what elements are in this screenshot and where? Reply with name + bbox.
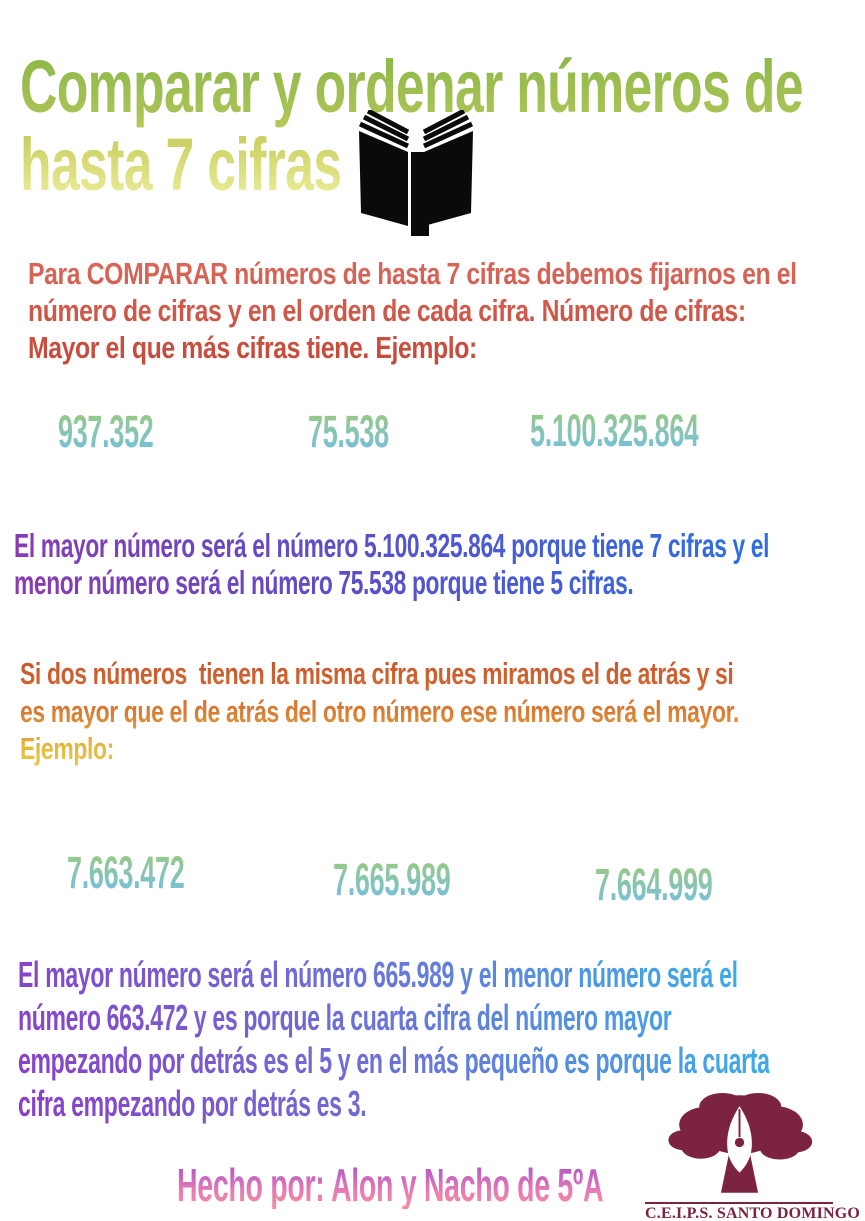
- rule-digit-count-line: Para COMPARAR números de hasta 7 cifras …: [28, 256, 797, 291]
- rule-digit-count-line: número de cifras y en el orden de cada c…: [28, 293, 746, 328]
- school-logo: C.E.I.P.S. SANTO DOMINGO ALGETE: [645, 1086, 861, 1221]
- rule-same-digits-line: Si dos números tienen la misma cifra pue…: [20, 656, 734, 691]
- conclusion1-line: El mayor número será el número 5.100.325…: [14, 527, 770, 564]
- example1-number-1: 937.352: [58, 406, 154, 457]
- rule-digit-count-line: Mayor el que más cifras tiene. Ejemplo:: [28, 330, 477, 365]
- example2-number-3: 7.664.999: [595, 859, 713, 910]
- rule-digit-count-text: Para COMPARAR números de hasta 7 cifras …: [28, 255, 797, 366]
- rule-same-digits-line: es mayor que el de atrás del otro número…: [20, 693, 739, 729]
- rule-same-digits-text: Si dos números tienen la misma cifra pue…: [20, 655, 739, 768]
- example1-number-3: 5.100.325.864: [530, 405, 699, 456]
- example2-number-2: 7.665.989: [333, 854, 451, 905]
- tree-pen-logo-icon: [645, 1086, 833, 1207]
- example1-number-2: 75.538: [308, 406, 389, 457]
- school-name: C.E.I.P.S. SANTO DOMINGO: [645, 1205, 861, 1221]
- conclusion2-line: número 663.472 y es porque la cuarta cif…: [18, 997, 672, 1038]
- conclusion2-line: El mayor número será el número 665.989 y…: [18, 954, 738, 995]
- example2-number-1: 7.663.472: [67, 847, 185, 898]
- conclusion1-line: menor número será el número 75.538 porqu…: [14, 564, 634, 601]
- credit-text: Hecho por: Alon y Nacho de 5ºA: [177, 1159, 604, 1211]
- logo-divider: [645, 1202, 833, 1204]
- rule-same-digits-line: Ejemplo:: [20, 731, 114, 766]
- open-book-icon-svg: [358, 108, 474, 236]
- tree-pen-logo-svg: [667, 1092, 812, 1193]
- conclusion2-line: empezando por detrás es el 5 y en el más…: [18, 1040, 770, 1081]
- conclusion1-text: El mayor número será el número 5.100.325…: [14, 527, 769, 601]
- open-book-icon: [352, 108, 480, 238]
